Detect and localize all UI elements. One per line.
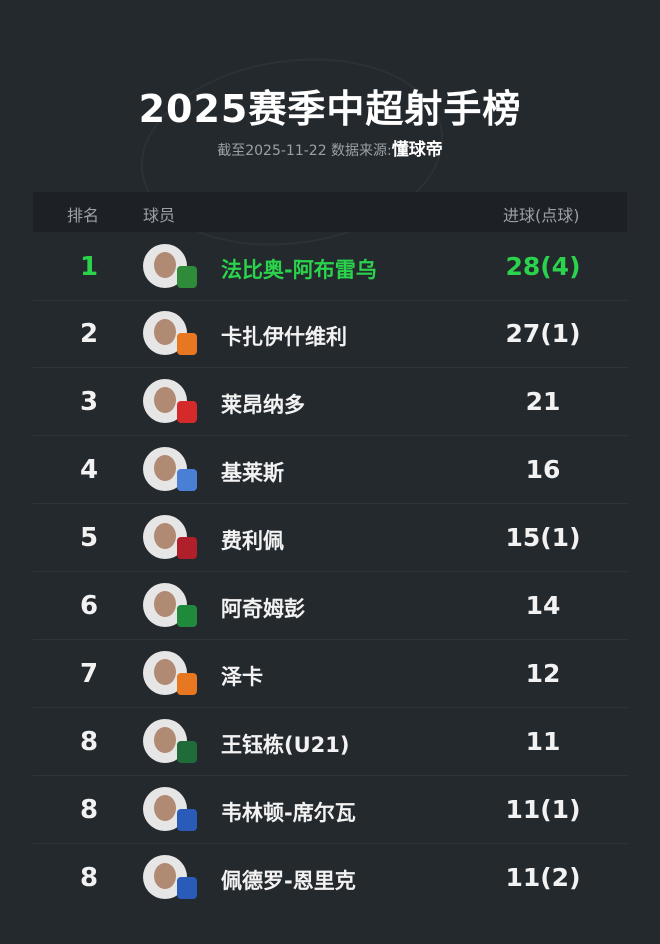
team-badge-icon	[177, 741, 197, 763]
goals: 16	[525, 455, 561, 484]
team-badge-icon	[177, 605, 197, 627]
goals: 15(1)	[505, 523, 581, 552]
avatar	[143, 311, 187, 355]
rank: 8	[79, 863, 99, 893]
goals: 28(4)	[505, 252, 581, 281]
table-row: 8 佩德罗-恩里克 11(2)	[33, 843, 627, 911]
goals: 11(2)	[505, 863, 581, 892]
goals: 11(1)	[505, 795, 581, 824]
table-row: 2 卡扎伊什维利 27(1)	[33, 299, 627, 368]
player-name: 阿奇姆彭	[221, 597, 305, 621]
table-header: 排名 球员 进球(点球)	[33, 192, 627, 232]
header-goals: 进球(点球)	[503, 206, 580, 225]
goals: 11	[525, 727, 561, 756]
player-name: 卡扎伊什维利	[221, 325, 347, 349]
table-row: 1 法比奥-阿布雷乌 28(4)	[33, 232, 627, 301]
player-name: 法比奥-阿布雷乌	[221, 258, 377, 282]
rank: 4	[79, 455, 99, 485]
player-name: 基莱斯	[221, 461, 284, 485]
player-name: 莱昂纳多	[221, 393, 305, 417]
team-badge-icon	[177, 333, 197, 355]
rank: 5	[79, 523, 99, 553]
rank: 3	[79, 387, 99, 417]
rank: 8	[79, 727, 99, 757]
goals: 12	[525, 659, 561, 688]
goals: 27(1)	[505, 319, 581, 348]
header-rank: 排名	[67, 206, 100, 225]
team-badge-icon	[177, 469, 197, 491]
rank: 7	[79, 659, 99, 689]
table-row: 3 莱昂纳多 21	[33, 367, 627, 436]
header-player: 球员	[143, 206, 176, 225]
player-name: 泽卡	[221, 665, 263, 689]
goals: 21	[525, 387, 561, 416]
table-row: 5 费利佩 15(1)	[33, 503, 627, 572]
rank: 8	[79, 795, 99, 825]
player-name: 王钰栋(U21)	[221, 733, 350, 757]
team-badge-icon	[177, 266, 197, 288]
table-row: 4 基莱斯 16	[33, 435, 627, 504]
table-row: 8 王钰栋(U21) 11	[33, 707, 627, 776]
table-row: 6 阿奇姆彭 14	[33, 571, 627, 640]
team-badge-icon	[177, 401, 197, 423]
subtitle-date: 截至2025-11-22 数据来源:	[217, 143, 392, 159]
player-name: 佩德罗-恩里克	[221, 869, 356, 893]
player-name: 费利佩	[221, 529, 284, 553]
player-name: 韦林顿-席尔瓦	[221, 801, 356, 825]
team-badge-icon	[177, 809, 197, 831]
rank: 1	[79, 252, 99, 282]
team-badge-icon	[177, 877, 197, 899]
subtitle: 截至2025-11-22 数据来源:懂球帝	[0, 135, 660, 160]
rank: 6	[79, 591, 99, 621]
goals: 14	[525, 591, 561, 620]
rank: 2	[79, 319, 99, 349]
team-badge-icon	[177, 537, 197, 559]
table-row: 7 泽卡 12	[33, 639, 627, 708]
page-title: 2025赛季中超射手榜	[138, 87, 522, 131]
data-source: 懂球帝	[391, 140, 443, 160]
table-row: 8 韦林顿-席尔瓦 11(1)	[33, 775, 627, 844]
team-badge-icon	[177, 673, 197, 695]
